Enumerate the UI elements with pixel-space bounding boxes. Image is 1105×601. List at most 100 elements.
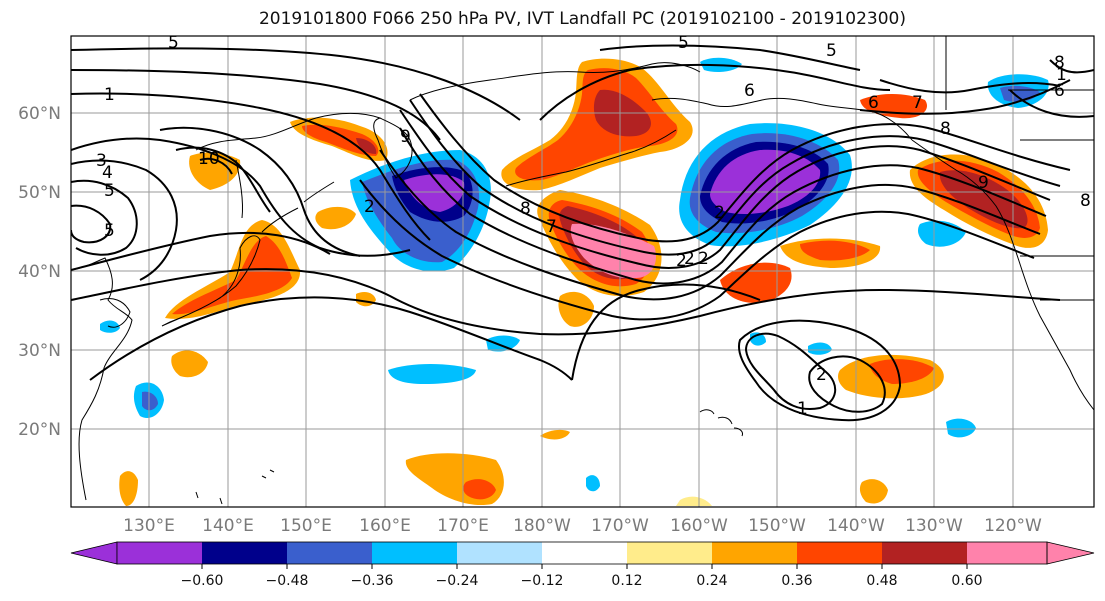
colorbar-frame: [116, 541, 1048, 565]
coast-korea: [99, 298, 131, 328]
pv-contour-south-3: [89, 296, 573, 381]
lon-label: 140°W: [827, 516, 885, 536]
pv-contour-jet-1: [399, 109, 1051, 269]
pv-blob-bering-2: [515, 68, 678, 181]
pv-contour-south-4: [571, 283, 761, 381]
contour-label: 2: [676, 251, 687, 271]
pv-contour-north-1: [539, 63, 891, 121]
contour-label: 9: [400, 127, 411, 147]
colorbar-extend-right: [1046, 541, 1095, 565]
pv-contour-east-3: [1009, 89, 1094, 118]
coast-okhotsk: [195, 113, 381, 151]
lon-label: 180°W: [513, 516, 571, 536]
lon-label: 120°W: [984, 516, 1042, 536]
pv-contour-east-4: [1049, 59, 1094, 74]
map-panel: 5 5 5 5 1 1 2 2 2 2 2 3 4 5 6 6 6 7 7 8 …: [70, 33, 1095, 508]
pv-neg-6: [946, 418, 976, 438]
contour-label: 2: [816, 365, 827, 385]
pv-neg-2: [388, 364, 476, 384]
contour-label: 10: [198, 149, 220, 169]
contour-label: 7: [546, 217, 557, 237]
pv-contour-8: [159, 126, 361, 257]
pv-neg-9: [586, 475, 600, 492]
contour-label: 8: [520, 199, 531, 219]
contour-label: 1: [1056, 65, 1067, 85]
pv-blob-sub-15: [540, 429, 570, 440]
map-title: 2019101800 F066 250 hPa PV, IVT Landfall…: [258, 9, 906, 29]
pv-contour-closed-1: [738, 319, 902, 422]
pv-blob-sub-5: [870, 359, 934, 384]
lat-label: 20°N: [18, 420, 61, 440]
coast-aleutians: [505, 129, 677, 187]
pv-contour-5: [71, 159, 178, 281]
lon-label: 160°W: [670, 516, 728, 536]
contour-label: 2: [698, 249, 709, 269]
pv-contour-6: [71, 179, 138, 256]
colorbar-swatch: [457, 542, 543, 564]
pv-contour-closed-2b: [808, 355, 886, 413]
colorbar: −0.60 −0.48 −0.36 −0.24 −0.12 0.12 0.24 …: [70, 541, 1095, 589]
colorbar-swatch: [202, 542, 288, 564]
contour-label: 1: [797, 399, 808, 419]
contour-label: 4: [102, 163, 113, 183]
pv-blob-pnw-core: [939, 170, 1028, 229]
coast-kuril: [261, 181, 335, 233]
colorbar-swatch: [797, 542, 883, 564]
pv-neg-3: [486, 335, 520, 352]
colorbar-swatch: [117, 542, 203, 564]
pv-contour-jet-4: [399, 127, 1047, 285]
pv-contour-9: [175, 146, 271, 213]
pv-contour-south-1: [71, 231, 331, 271]
contour-label: 7: [912, 93, 923, 113]
contour-label: 1: [104, 85, 115, 105]
pv-contour-jet-5: [379, 149, 1041, 301]
pv-blob-nw-negative-core: [404, 174, 465, 212]
coast-hawaii: [699, 409, 743, 437]
contour-label: 2: [684, 249, 695, 269]
pv-contour-10: [199, 157, 233, 175]
coast-asia: [71, 257, 133, 501]
pv-contour-jet-3: [419, 93, 1071, 243]
lat-label: 50°N: [18, 183, 61, 203]
contour-label: 8: [940, 119, 951, 139]
colorbar-tick-label: 0.12: [611, 573, 642, 589]
pv-blob-sub-11: [859, 479, 888, 504]
pv-blob-sub-14: [676, 496, 712, 506]
pv-neg-7: [808, 342, 832, 355]
coast-kamchatka: [373, 117, 413, 179]
colorbar-tick-label: −0.12: [521, 573, 564, 589]
contour-label: 5: [678, 33, 689, 53]
pv-blob-japan-inner: [172, 236, 292, 315]
contour-label: 2: [364, 197, 375, 217]
pv-blob-sub-6: [558, 291, 594, 327]
pv-contour-north-2: [599, 44, 861, 71]
pv-contour-closed-2: [744, 332, 836, 410]
contour-label: 5: [168, 33, 179, 53]
lat-label: 30°N: [18, 341, 61, 361]
pv-blob-sub-10: [119, 471, 138, 506]
colorbar-tick-label: 0.48: [866, 573, 897, 589]
pv-contour-east-1: [879, 79, 1061, 94]
contour-label: 8: [1080, 191, 1091, 211]
contour-label: 6: [868, 93, 879, 113]
contour-label: 9: [978, 173, 989, 193]
lon-label: 130°W: [905, 516, 963, 536]
pv-blob-sub-3: [800, 240, 870, 261]
coastlines: [71, 36, 1094, 505]
lat-label: 40°N: [18, 262, 61, 282]
colorbar-tick-label: −0.36: [351, 573, 394, 589]
lon-label: 170°E: [437, 516, 489, 536]
contour-label-layer: 5 5 5 5 1 1 2 2 2 2 2 3 4 5 6 6 6 7 7 8 …: [96, 33, 1091, 419]
colorbar-swatch: [967, 542, 1047, 564]
contour-label: 5: [826, 41, 837, 61]
pv-contour-east-2: [859, 79, 1071, 115]
colorbar-tick-label: 0.36: [781, 573, 812, 589]
pv-contour-4: [71, 137, 411, 257]
coast-japan: [161, 235, 261, 327]
pv-blob-manchuria: [189, 152, 241, 190]
pv-neg-1-core: [142, 391, 158, 411]
colorbar-extend-left: [70, 541, 118, 565]
colorbar-swatch: [287, 542, 373, 564]
pv-contour-south-2: [71, 268, 1061, 336]
